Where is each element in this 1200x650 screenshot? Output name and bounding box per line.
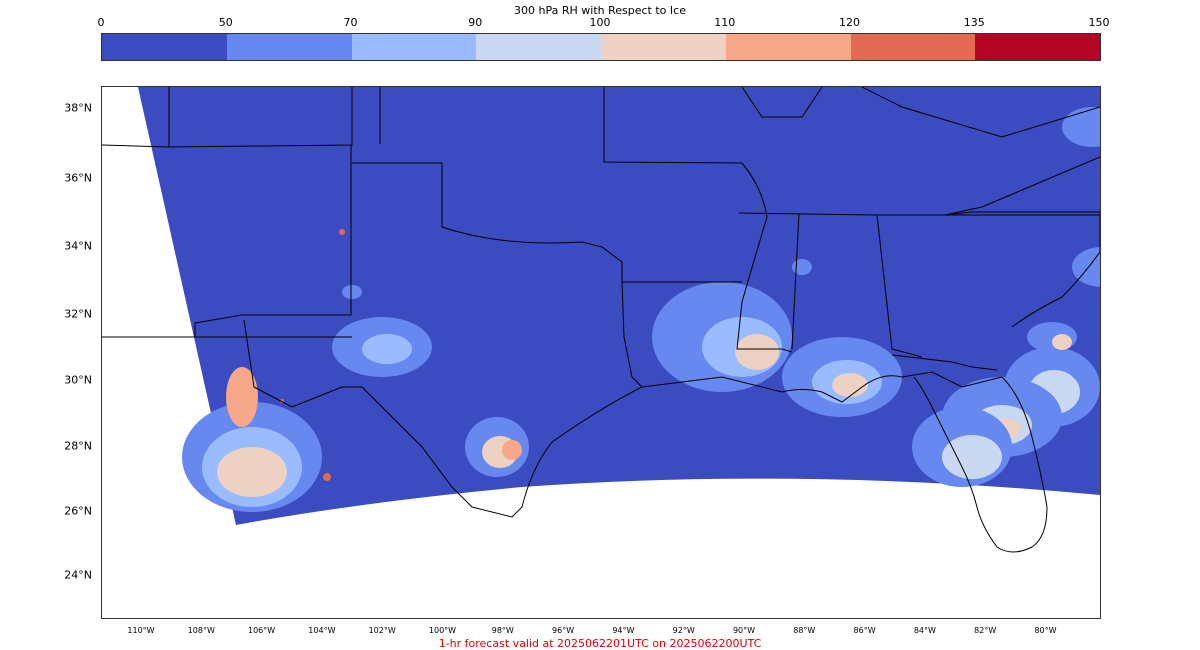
colorbar-tick-label: 50: [218, 16, 233, 29]
border-line: [891, 354, 973, 368]
border-line: [861, 87, 1100, 138]
border-line: [944, 211, 1100, 252]
map-canvas: [102, 87, 1100, 553]
longitude-label: 88°W: [793, 626, 816, 635]
latitude-label: 38°N: [64, 101, 92, 115]
colorbar-tick-label: 150: [1088, 16, 1110, 29]
colorbar-tick-label: 100: [589, 16, 611, 29]
forecast-caption: 1-hr forecast valid at 2025062201UTC on …: [438, 637, 762, 650]
humidity-patches: [182, 107, 1100, 512]
humidity-patch: [1072, 247, 1100, 287]
colorbar-segment: [102, 34, 227, 60]
humidity-patch: [942, 435, 1002, 479]
longitude-label: 102°W: [368, 626, 396, 635]
colorbar-title: 300 hPa RH with Respect to Ice: [514, 4, 686, 17]
humidity-patch: [323, 473, 331, 481]
longitude-label: 110°W: [127, 626, 155, 635]
border-line: [102, 87, 353, 148]
longitude-label: 106°W: [248, 626, 276, 635]
border-line: [621, 281, 643, 388]
humidity-patch: [217, 447, 287, 497]
colorbar-tick-label: 70: [343, 16, 358, 29]
humidity-patch: [1052, 334, 1072, 350]
humidity-patch: [339, 229, 345, 235]
colorbar-segment: [601, 34, 726, 60]
longitude-label: 94°W: [612, 626, 635, 635]
longitude-label: 96°W: [552, 626, 575, 635]
border-line: [741, 87, 823, 118]
humidity-patch: [832, 373, 868, 397]
colorbar-segment: [725, 34, 851, 60]
longitude-label: 82°W: [974, 626, 997, 635]
colorbar-segment: [226, 34, 352, 60]
colorbar-segment: [476, 34, 601, 60]
latitude-label: 26°N: [64, 504, 92, 518]
colorbar-tick-label: 0: [97, 16, 105, 29]
border-line: [351, 162, 742, 283]
border-line: [944, 156, 1100, 216]
colorbar-segment: [351, 34, 477, 60]
colorbar-tick-label: 110: [714, 16, 736, 29]
humidity-patch: [502, 440, 522, 460]
longitude-label: 90°W: [732, 626, 756, 635]
colorbar: [101, 33, 1101, 61]
humidity-patch: [735, 334, 779, 370]
border-line: [1011, 251, 1100, 328]
humidity-patch: [342, 285, 362, 299]
latitude-label: 28°N: [64, 439, 92, 453]
border-line: [876, 214, 923, 358]
humidity-patch: [1062, 107, 1100, 147]
latitude-label: 36°N: [64, 171, 92, 185]
colorbar-segment: [850, 34, 976, 60]
humidity-patch: [362, 334, 412, 364]
longitude-label: 84°W: [913, 626, 936, 635]
humidity-patch: [792, 259, 812, 275]
colorbar-tick-label: 90: [468, 16, 483, 29]
longitude-label: 98°W: [491, 626, 514, 635]
longitude-label: 92°W: [672, 626, 695, 635]
model-domain-field: [138, 87, 1100, 525]
latitude-label: 32°N: [64, 307, 92, 321]
longitude-label: 104°W: [308, 626, 336, 635]
latitude-label: 30°N: [64, 373, 92, 387]
latitude-label: 34°N: [64, 239, 92, 253]
colorbar-tick-label: 135: [963, 16, 985, 29]
humidity-patch: [226, 367, 258, 427]
border-line: [641, 371, 1048, 553]
border-line: [603, 87, 743, 164]
colorbar-segment: [975, 34, 1100, 60]
latitude-label: 24°N: [64, 568, 92, 582]
border-line: [736, 162, 793, 353]
longitude-label: 100°W: [428, 626, 457, 635]
map-panel: [101, 86, 1101, 619]
state-borders: [102, 87, 1100, 553]
longitude-label: 108°W: [187, 626, 215, 635]
longitude-label: 86°W: [853, 626, 876, 635]
longitude-label: 80°W: [1034, 626, 1057, 635]
colorbar-tick-label: 120: [839, 16, 860, 29]
border-line: [791, 212, 800, 350]
border-line: [243, 319, 643, 518]
border-line: [971, 366, 998, 371]
